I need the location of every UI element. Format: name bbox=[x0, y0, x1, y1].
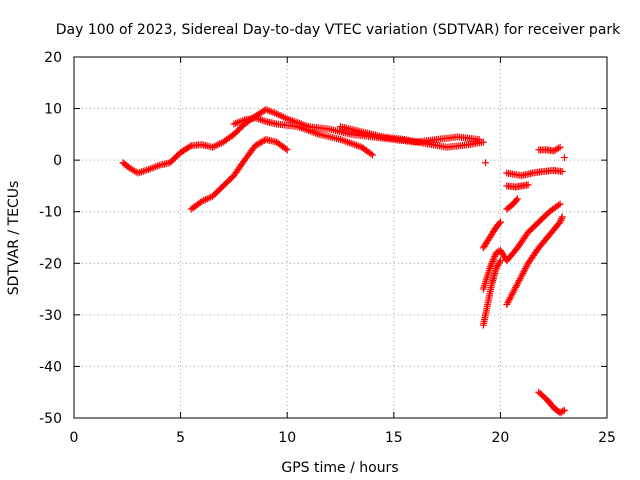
y-tick-label: 20 bbox=[44, 50, 62, 66]
data-point bbox=[495, 219, 503, 227]
data-point bbox=[486, 263, 494, 271]
x-tick-label: 5 bbox=[176, 430, 185, 446]
y-tick-label: 0 bbox=[53, 153, 62, 169]
data-point bbox=[512, 196, 520, 204]
data-point bbox=[493, 263, 501, 271]
x-tick-label: 15 bbox=[385, 430, 403, 446]
data-point bbox=[486, 264, 494, 272]
data-point bbox=[524, 181, 532, 189]
data-point bbox=[553, 145, 561, 153]
data-point bbox=[558, 213, 566, 221]
data-point bbox=[492, 264, 500, 272]
data-point bbox=[494, 261, 502, 269]
data-point bbox=[556, 143, 564, 151]
x-tick-label: 0 bbox=[70, 430, 79, 446]
data-point bbox=[554, 144, 562, 152]
series-arc-9 bbox=[503, 166, 566, 180]
series-arc-10 bbox=[503, 181, 532, 191]
data-point bbox=[558, 215, 566, 223]
data-point bbox=[496, 218, 504, 226]
y-tick-label: -20 bbox=[39, 256, 62, 272]
series-arc-3 bbox=[337, 123, 487, 151]
series-arc-12 bbox=[535, 143, 564, 155]
y-tick-label: -40 bbox=[39, 359, 62, 375]
data-points bbox=[119, 106, 568, 417]
series-arc-2 bbox=[230, 114, 376, 159]
series-arc-7 bbox=[479, 200, 564, 293]
data-point bbox=[496, 258, 504, 266]
data-point bbox=[283, 146, 291, 154]
data-point bbox=[491, 252, 499, 260]
data-point bbox=[560, 406, 568, 414]
plot-frame bbox=[73, 56, 608, 419]
x-tick-label: 20 bbox=[491, 430, 509, 446]
x-tick-label: 25 bbox=[598, 430, 616, 446]
series-arc-8 bbox=[503, 213, 566, 309]
series-arc-4 bbox=[187, 136, 291, 213]
data-point bbox=[479, 138, 487, 146]
data-point bbox=[496, 257, 504, 265]
y-tick-label: -10 bbox=[39, 205, 62, 221]
data-point bbox=[557, 216, 565, 224]
data-point bbox=[560, 154, 568, 162]
data-point bbox=[282, 145, 290, 153]
data-point bbox=[186, 143, 194, 151]
data-point bbox=[489, 258, 497, 266]
data-point bbox=[513, 195, 521, 203]
data-point bbox=[558, 167, 566, 175]
data-point bbox=[260, 117, 268, 125]
data-point bbox=[487, 261, 495, 269]
data-point bbox=[481, 159, 489, 167]
data-point bbox=[367, 150, 375, 158]
data-point bbox=[368, 151, 376, 159]
y-axis-label: SDTVAR / TECUs bbox=[6, 181, 22, 296]
data-point bbox=[556, 218, 564, 226]
chart-title: Day 100 of 2023, Sidereal Day-to-day VTE… bbox=[56, 22, 621, 38]
axis-ticks: -50 -40 -30 -20 -10 0 10 20 0 5 10 15 20 25 bbox=[39, 50, 616, 446]
series-arc-6 bbox=[479, 257, 504, 329]
data-point bbox=[495, 260, 503, 268]
series-arc-13 bbox=[535, 388, 568, 417]
y-tick-label: 10 bbox=[44, 102, 62, 118]
data-point bbox=[490, 254, 498, 262]
series-arc-5 bbox=[479, 218, 504, 252]
x-tick-label: 10 bbox=[278, 430, 296, 446]
series-arc-11 bbox=[503, 195, 521, 213]
series-isolated bbox=[481, 154, 568, 167]
y-tick-label: -50 bbox=[39, 411, 62, 427]
data-point bbox=[488, 259, 496, 267]
data-point bbox=[556, 200, 564, 208]
data-point bbox=[555, 201, 563, 209]
data-point bbox=[139, 167, 147, 175]
data-point bbox=[559, 407, 567, 415]
data-point bbox=[136, 168, 144, 176]
y-tick-label: -30 bbox=[39, 308, 62, 324]
data-point bbox=[258, 116, 266, 124]
data-point bbox=[489, 256, 497, 264]
data-point bbox=[138, 168, 146, 176]
x-axis-label: GPS time / hours bbox=[281, 460, 398, 476]
